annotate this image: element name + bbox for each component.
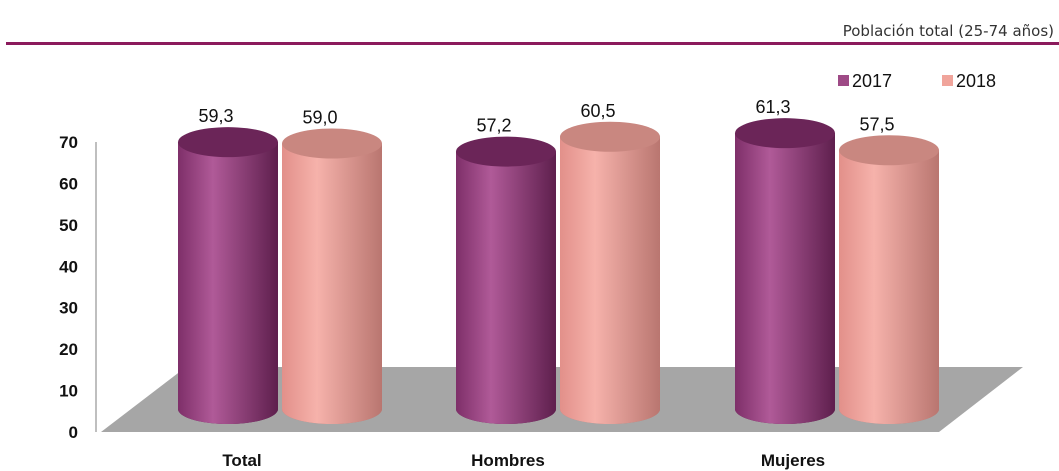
data-label: 57,5	[859, 114, 894, 134]
data-label: 59,3	[198, 106, 233, 126]
bar-bottom	[560, 394, 660, 424]
legend-swatch-2018	[942, 75, 953, 86]
data-label: 60,5	[580, 101, 615, 121]
category-labels: Total Hombres Mujeres	[222, 451, 825, 470]
bar-body	[178, 142, 278, 409]
y-tick-label: 0	[69, 423, 78, 442]
header-rule	[6, 42, 1059, 45]
bar-body	[839, 150, 939, 409]
y-tick-label: 20	[59, 340, 78, 359]
category-label: Hombres	[471, 451, 545, 470]
y-tick-label: 60	[59, 174, 78, 193]
data-label: 61,3	[755, 97, 790, 117]
bar	[456, 136, 556, 424]
bar-top	[282, 128, 382, 159]
y-tick-label: 40	[59, 257, 78, 276]
data-label: 59,0	[302, 108, 337, 128]
bar-bottom	[282, 394, 382, 424]
bar-top	[735, 118, 835, 149]
bars: 59,3 59,0 57,2 60,5 61,3 57,5	[178, 97, 939, 424]
data-label: 57,2	[476, 116, 511, 136]
bar	[178, 127, 278, 424]
bar-top	[178, 127, 278, 158]
bar-bottom	[839, 394, 939, 424]
bar-top	[560, 121, 660, 152]
bar	[735, 118, 835, 424]
bar	[839, 135, 939, 424]
category-label: Total	[222, 451, 261, 470]
category-label: Mujeres	[761, 451, 825, 470]
y-tick-label: 10	[59, 382, 78, 401]
bar-top	[839, 135, 939, 166]
bar-body	[456, 151, 556, 409]
bar-body	[282, 143, 382, 409]
bar-top	[456, 136, 556, 167]
y-tick-label: 30	[59, 299, 78, 318]
legend-label-2018: 2018	[956, 71, 996, 91]
legend-swatch-2017	[838, 75, 849, 86]
bar-bottom	[735, 394, 835, 424]
bar	[560, 121, 660, 424]
legend-label-2017: 2017	[852, 71, 892, 91]
bar-bottom	[456, 394, 556, 424]
bar	[282, 128, 382, 424]
y-tick-labels: 0 10 20 30 40 50 60 70	[59, 133, 78, 442]
bar-body	[560, 136, 660, 409]
bar-body	[735, 133, 835, 409]
y-tick-label: 50	[59, 216, 78, 235]
chart-subtitle: Población total (25-74 años)	[843, 22, 1054, 40]
bar-bottom	[178, 394, 278, 424]
legend: 2017 2018	[838, 71, 996, 91]
y-tick-label: 70	[59, 133, 78, 152]
